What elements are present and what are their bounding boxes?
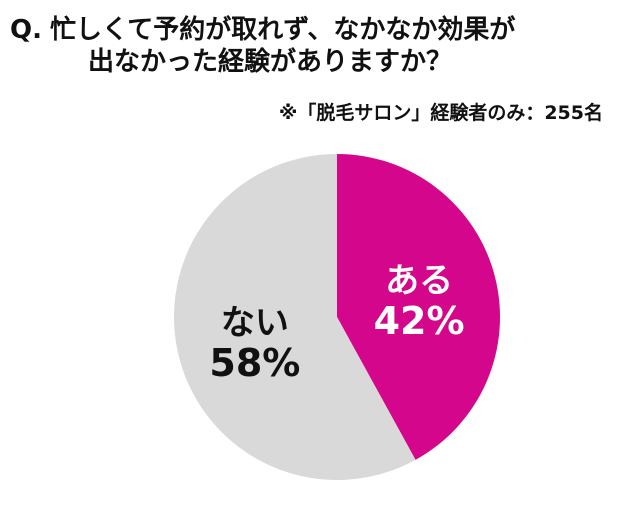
pie-slices [174, 154, 500, 480]
slice-category-label-0: ある [385, 261, 453, 301]
respondent-note: ※「脱毛サロン」経験者のみ：255名 [278, 102, 603, 124]
question-title: Q. 忙しくて予約が取れず、なかなか効果が 出なかった経験がありますか？ [10, 14, 610, 78]
title-text-2: 出なかった経験がありますか？ [88, 47, 453, 77]
slice-value-label-0: 42% [374, 299, 465, 343]
pie-slice-1 [174, 154, 416, 480]
slice-value-label-1: 58% [209, 341, 300, 385]
title-line-1: Q. 忙しくて予約が取れず、なかなか効果が [10, 14, 610, 46]
question-mark-label: Q. [10, 15, 42, 45]
title-line-2: 出なかった経験がありますか？ [10, 46, 610, 78]
slice-category-label-1: ない [221, 303, 289, 343]
pie-slice-0 [337, 154, 500, 460]
title-text-1: 忙しくて予約が取れず、なかなか効果が [49, 15, 516, 45]
